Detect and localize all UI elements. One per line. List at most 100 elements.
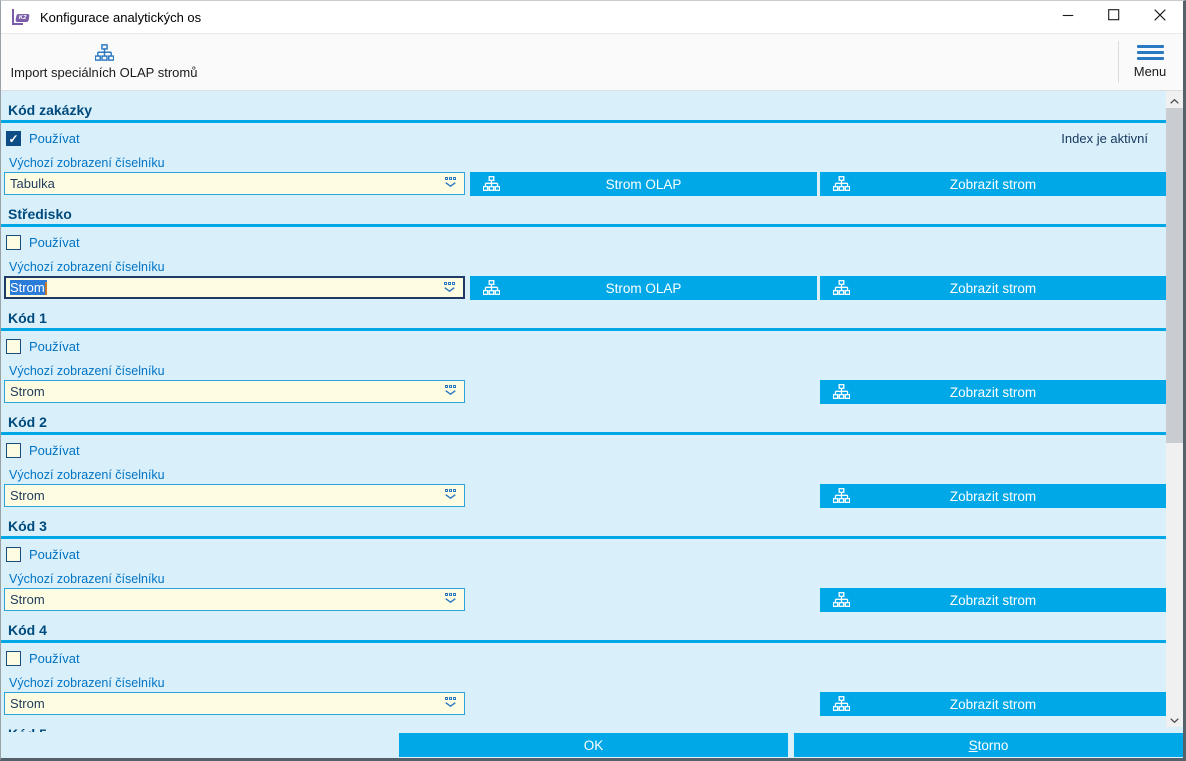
close-button[interactable] (1137, 1, 1183, 33)
close-icon (1154, 8, 1166, 26)
storno-button-label: Storno (968, 737, 1009, 753)
display-mode-combobox[interactable]: Strom (4, 276, 465, 299)
dropdown-icon[interactable] (441, 697, 459, 707)
storno-button[interactable]: Storno (794, 733, 1183, 757)
dropdown-icon[interactable] (440, 282, 458, 292)
maximize-button[interactable] (1091, 1, 1137, 33)
section-title: Kód 2 (8, 414, 47, 430)
display-mode-label: Výchozí zobrazení číselníku (9, 572, 165, 586)
combo-row: Strom Zobrazit strom (1, 692, 1166, 716)
axis-section: Kód zakázky Používat Index je aktivní Vý… (1, 103, 1166, 207)
use-checkbox[interactable] (6, 442, 21, 458)
zobrazit-strom-button-label: Zobrazit strom (949, 384, 1037, 400)
display-mode-combobox[interactable]: Strom (4, 588, 465, 611)
display-mode-combobox[interactable]: Tabulka (4, 172, 465, 195)
combobox-value: Strom (10, 280, 47, 295)
zobrazit-strom-button[interactable]: Zobrazit strom (820, 172, 1166, 196)
minimize-button[interactable] (1045, 1, 1091, 33)
zobrazit-strom-button-label: Zobrazit strom (949, 176, 1037, 192)
display-mode-label: Výchozí zobrazení číselníku (9, 260, 165, 274)
dropdown-dots (443, 282, 455, 285)
import-olap-trees-button[interactable]: Import speciálních OLAP stromů (7, 34, 201, 90)
display-mode-combobox[interactable]: Strom (4, 692, 465, 715)
dropdown-dots (444, 385, 456, 388)
section-divider (1, 328, 1166, 331)
axis-section: Kód 3 Používat Výchozí zobrazení číselní… (1, 519, 1166, 623)
section-divider (1, 120, 1166, 123)
display-mode-label: Výchozí zobrazení číselníku (9, 156, 165, 170)
sections-container: Kód zakázky Používat Index je aktivní Vý… (1, 103, 1166, 732)
use-checkbox[interactable] (6, 234, 21, 250)
ok-button-label: OK (583, 737, 604, 753)
org-tree-icon (94, 44, 114, 61)
axis-section: Kód 1 Používat Výchozí zobrazení číselní… (1, 311, 1166, 415)
axis-section: Kód 2 Používat Výchozí zobrazení číselní… (1, 415, 1166, 519)
menu-button[interactable]: Menu (1122, 37, 1178, 87)
tree-icon (482, 176, 501, 192)
tree-icon (832, 696, 851, 712)
section-title: Kód 4 (8, 622, 47, 638)
zobrazit-strom-button-label: Zobrazit strom (949, 592, 1037, 608)
dropdown-dots (444, 697, 456, 700)
scroll-up-button[interactable] (1166, 91, 1183, 108)
chevron-up-icon (1170, 91, 1179, 109)
combobox-value: Strom (10, 696, 45, 711)
tree-icon (832, 176, 851, 192)
combo-row: Strom Zobrazit strom (1, 484, 1166, 508)
use-row: Používat (1, 338, 1166, 354)
use-checkbox[interactable] (6, 546, 21, 562)
section-title: Kód 1 (8, 310, 47, 326)
import-button-label: Import speciálních OLAP stromů (10, 65, 198, 80)
display-mode-label: Výchozí zobrazení číselníku (9, 468, 165, 482)
strom-olap-button[interactable]: Strom OLAP (470, 276, 817, 300)
toolbar-separator (1118, 41, 1119, 83)
use-checkbox[interactable] (6, 130, 21, 146)
combobox-value: Strom (10, 592, 45, 607)
zobrazit-strom-button[interactable]: Zobrazit strom (820, 692, 1166, 716)
use-checkbox-label: Používat (29, 234, 80, 250)
combo-row: Tabulka Strom OLAP Zobrazi (1, 172, 1166, 196)
hamburger-icon (1136, 45, 1164, 60)
zobrazit-strom-button[interactable]: Zobrazit strom (820, 588, 1166, 612)
axis-section: Kód 4 Používat Výchozí zobrazení číselní… (1, 623, 1166, 727)
display-mode-combobox[interactable]: Strom (4, 484, 465, 507)
tree-icon (482, 280, 501, 296)
combobox-value: Strom (10, 488, 45, 503)
dropdown-icon[interactable] (441, 489, 459, 499)
use-checkbox-label: Používat (29, 546, 80, 562)
tree-icon (832, 592, 851, 608)
vertical-scrollbar[interactable] (1166, 91, 1183, 727)
tree-icon (832, 384, 851, 400)
strom-olap-button-label: Strom OLAP (605, 280, 682, 296)
axis-section: Kód 5 (1, 727, 1166, 733)
use-checkbox[interactable] (6, 338, 21, 354)
display-mode-label: Výchozí zobrazení číselníku (9, 676, 165, 690)
display-mode-combobox[interactable]: Strom (4, 380, 465, 403)
section-divider (1, 432, 1166, 435)
combobox-value: Tabulka (10, 176, 55, 191)
maximize-icon (1108, 8, 1120, 26)
footer-bar: OK Storno (1, 732, 1183, 758)
minimize-icon (1062, 8, 1074, 26)
combo-row: Strom Strom OLAP Zobrazit (1, 276, 1166, 300)
zobrazit-strom-button[interactable]: Zobrazit strom (820, 276, 1166, 300)
use-checkbox[interactable] (6, 650, 21, 666)
zobrazit-strom-button[interactable]: Zobrazit strom (820, 484, 1166, 508)
scrollbar-thumb[interactable] (1166, 108, 1183, 443)
index-status-note: Index je aktivní (1061, 130, 1148, 146)
app-logo-text: K2 (15, 13, 30, 22)
scroll-down-button[interactable] (1166, 710, 1183, 727)
strom-olap-button[interactable]: Strom OLAP (470, 172, 817, 196)
combobox-value: Strom (10, 384, 45, 399)
dropdown-icon[interactable] (441, 385, 459, 395)
content-area: Kód zakázky Používat Index je aktivní Vý… (1, 91, 1183, 732)
dropdown-icon[interactable] (441, 593, 459, 603)
section-divider (1, 224, 1166, 227)
axis-section: Středisko Používat Výchozí zobrazení čís… (1, 207, 1166, 311)
zobrazit-strom-button[interactable]: Zobrazit strom (820, 380, 1166, 404)
zobrazit-strom-button-label: Zobrazit strom (949, 280, 1037, 296)
section-title: Kód 3 (8, 518, 47, 534)
tree-icon (832, 280, 851, 296)
ok-button[interactable]: OK (399, 733, 788, 757)
dropdown-icon[interactable] (441, 177, 459, 187)
